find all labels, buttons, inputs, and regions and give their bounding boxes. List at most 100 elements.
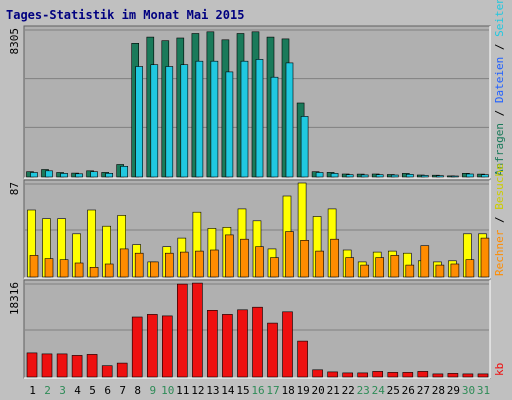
day-label: 15 xyxy=(236,384,249,397)
day-label: 28 xyxy=(432,384,445,397)
requests-dateien-bar xyxy=(315,172,324,178)
requests-dateien-bar xyxy=(75,173,83,178)
visits-legend: Rechner / Besuche xyxy=(493,163,506,276)
day-label: 13 xyxy=(206,384,219,397)
traffic-ymax-label: 18316 xyxy=(8,282,21,315)
traffic-kb-bar xyxy=(116,362,128,378)
traffic-kb-bar xyxy=(387,372,399,378)
visits-rechner-bar xyxy=(390,255,400,278)
day-label: 18 xyxy=(281,384,294,397)
visits-rechner-bar xyxy=(29,255,39,278)
day-label: 4 xyxy=(74,384,81,397)
traffic-legend-entry: kb xyxy=(493,363,506,376)
visits-rechner-bar xyxy=(465,259,475,278)
traffic-kb-bar xyxy=(222,314,233,378)
day-label: 20 xyxy=(311,384,324,397)
traffic-kb-bar xyxy=(131,316,143,378)
day-label: 6 xyxy=(104,384,111,397)
traffic-kb-bar xyxy=(462,373,474,378)
traffic-kb-bar xyxy=(282,311,293,378)
requests-dateien-bar xyxy=(180,64,189,178)
visits-rechner-bar xyxy=(210,249,219,278)
visits-legend-separator: / xyxy=(493,210,506,230)
requests-dateien-bar xyxy=(150,64,159,178)
visits-rechner-bar xyxy=(285,231,294,278)
requests-legend-separator: / xyxy=(493,37,506,57)
traffic-kb-bar xyxy=(432,373,444,378)
day-label: 9 xyxy=(149,384,156,397)
traffic-kb-bar xyxy=(267,322,278,378)
day-label: 27 xyxy=(417,384,430,397)
day-label: 10 xyxy=(161,384,174,397)
requests-dateien-bar xyxy=(135,66,143,178)
requests-dateien-bar xyxy=(210,60,219,178)
day-label: 1 xyxy=(29,384,36,397)
traffic-kb-bar xyxy=(177,283,188,378)
day-label: 11 xyxy=(176,384,189,397)
requests-dateien-bar xyxy=(270,76,279,178)
day-label: 5 xyxy=(89,384,96,397)
traffic-kb-bar xyxy=(342,372,354,378)
traffic-kb-bar xyxy=(162,315,173,378)
visits-rechner-bar xyxy=(375,257,385,278)
requests-dateien-bar xyxy=(466,173,474,178)
traffic-panel: 18316 kb xyxy=(8,279,506,379)
requests-dateien-bar xyxy=(30,172,38,178)
visits-besuche-bar xyxy=(87,209,96,278)
visits-rechner-bar xyxy=(270,257,279,278)
day-label: 2 xyxy=(44,384,51,397)
traffic-kb-bar xyxy=(207,309,218,378)
visits-rechner-bar xyxy=(134,252,144,278)
requests-dateien-bar xyxy=(300,116,309,178)
visits-rechner-bar xyxy=(165,252,174,278)
traffic-kb-bar xyxy=(402,372,414,378)
day-label: 17 xyxy=(266,384,279,397)
requests-legend-entry: Dateien xyxy=(493,57,506,103)
traffic-kb-bar xyxy=(477,373,489,378)
day-label: 21 xyxy=(327,384,340,397)
requests-dateien-bar xyxy=(285,62,294,178)
visits-ymax-label: 87 xyxy=(8,182,21,195)
visits-rechner-bar xyxy=(240,238,249,278)
day-label: 19 xyxy=(296,384,309,397)
day-label: 31 xyxy=(477,384,490,397)
traffic-kb-bar xyxy=(237,309,248,378)
visits-rechner-bar xyxy=(195,250,204,278)
requests-dateien-bar xyxy=(240,60,249,178)
visits-rechner-bar xyxy=(119,248,129,278)
day-label: 30 xyxy=(462,384,475,397)
requests-dateien-bar xyxy=(390,174,399,178)
traffic-kb-bar xyxy=(41,353,53,378)
traffic-kb-bar xyxy=(192,282,203,378)
visits-rechner-bar xyxy=(360,264,370,278)
visits-rechner-bar xyxy=(345,257,355,278)
visits-rechner-bar xyxy=(44,258,54,278)
day-label: 23 xyxy=(357,384,370,397)
visits-rechner-bar xyxy=(420,245,430,278)
requests-legend-entry: Seiten xyxy=(493,0,506,37)
day-label: 24 xyxy=(372,384,386,397)
day-label: 29 xyxy=(447,384,460,397)
requests-legend-separator: / xyxy=(493,103,506,123)
requests-dateien-bar xyxy=(225,71,234,178)
requests-dateien-bar xyxy=(330,173,339,178)
visits-rechner-bar xyxy=(315,250,324,278)
requests-dateien-bar xyxy=(165,66,174,178)
day-label: 12 xyxy=(191,384,204,397)
requests-dateien-bar xyxy=(90,171,98,178)
requests-dateien-bar xyxy=(481,174,489,178)
requests-dateien-bar xyxy=(345,174,354,178)
requests-dateien-bar xyxy=(45,170,53,178)
requests-dateien-bar xyxy=(375,174,384,178)
day-label: 8 xyxy=(134,384,141,397)
day-label: 16 xyxy=(251,384,264,397)
day-label: 14 xyxy=(221,384,235,397)
requests-legend-entry: Anfragen xyxy=(493,123,506,176)
visits-rechner-bar xyxy=(435,264,445,278)
visits-rechner-bar xyxy=(74,262,84,278)
traffic-kb-bar xyxy=(327,371,338,378)
visits-rechner-bar xyxy=(330,238,339,278)
requests-dateien-bar xyxy=(420,175,429,178)
traffic-kb-bar xyxy=(372,371,384,378)
